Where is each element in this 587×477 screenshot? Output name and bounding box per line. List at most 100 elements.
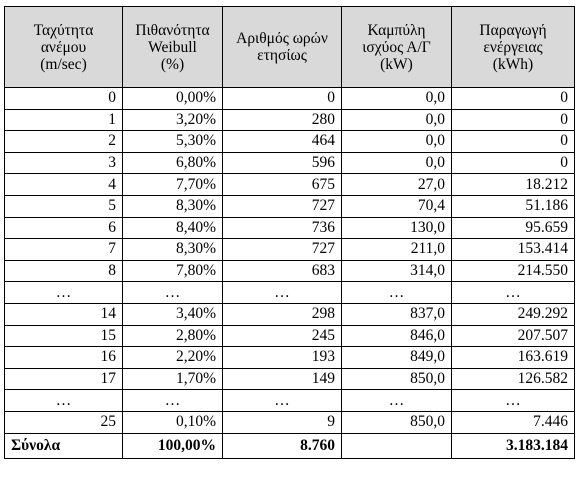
cell-wind-speed: 5 (4, 194, 123, 218)
cell-wind-speed: 4 (4, 173, 123, 196)
header-annual-hours: Αριθμός ωρών ετησίως (222, 6, 342, 88)
cell-probability: 8,40% (122, 216, 223, 240)
wind-energy-table: Ταχύτητα ανέμου (m/sec) Πιθανότητα Weibu… (4, 6, 575, 459)
cell-wind-speed: 1 (4, 108, 123, 132)
cell-probability: 8,30% (122, 194, 223, 218)
cell-hours: … (222, 281, 342, 304)
cell-power: 130,0 (341, 216, 452, 240)
cell-wind-speed: 3 (4, 151, 123, 175)
table-row: 14 3,40% 298 837,0 249.292 (4, 302, 575, 326)
cell-power: 70,4 (341, 194, 452, 218)
table-body: 0 0,00% 0 0,0 0 1 3,20% 280 0,0 0 2 5,30% 464 0,0 0 3 6,… (4, 87, 575, 434)
cell-wind-speed: 7 (4, 238, 123, 261)
cell-power: 211,0 (341, 238, 452, 261)
header-energy-production: Παραγωγή ενέργειας (kWh) (451, 6, 575, 88)
cell-hours: 149 (222, 367, 342, 391)
cell-wind-speed: 15 (4, 324, 123, 348)
cell-energy: 126.582 (451, 367, 575, 391)
cell-hours: 280 (222, 108, 342, 132)
cell-power: 0,0 (341, 87, 452, 110)
cell-power: 0,0 (341, 130, 452, 153)
totals-label: Σύνολα (4, 432, 123, 459)
table-row: …………… (4, 389, 575, 412)
header-wind-speed: Ταχύτητα ανέμου (m/sec) (4, 6, 123, 88)
cell-power: 0,0 (341, 151, 452, 175)
cell-energy: … (451, 389, 575, 412)
cell-wind-speed: 2 (4, 130, 123, 153)
cell-energy: 163.619 (451, 346, 575, 369)
table-row: 3 6,80% 596 0,0 0 (4, 151, 575, 175)
cell-wind-speed: 25 (4, 410, 123, 434)
cell-hours: 9 (222, 410, 342, 434)
cell-energy: 7.446 (451, 410, 575, 434)
header-weibull-probability: Πιθανότητα Weibull (%) (122, 6, 223, 88)
cell-hours: 298 (222, 302, 342, 326)
table-row: 2 5,30% 464 0,0 0 (4, 130, 575, 153)
table-row: 15 2,80% 245 846,0 207.507 (4, 324, 575, 348)
table-row: 7 8,30% 727 211,0 153.414 (4, 238, 575, 261)
cell-power: 0,0 (341, 108, 452, 132)
table-row: 4 7,70% 675 27,0 18.212 (4, 173, 575, 196)
cell-hours: 245 (222, 324, 342, 348)
table-row: 5 8,30% 727 70,4 51.186 (4, 194, 575, 218)
cell-energy: … (451, 281, 575, 304)
cell-wind-speed: 17 (4, 367, 123, 391)
cell-hours: 683 (222, 259, 342, 283)
totals-power (341, 432, 452, 459)
cell-power: 846,0 (341, 324, 452, 348)
cell-power: 850,0 (341, 367, 452, 391)
cell-energy: 0 (451, 108, 575, 132)
cell-probability: … (122, 281, 223, 304)
cell-hours: 727 (222, 194, 342, 218)
cell-probability: 0,00% (122, 87, 223, 110)
cell-hours: 675 (222, 173, 342, 196)
cell-energy: 207.507 (451, 324, 575, 348)
cell-probability: 3,20% (122, 108, 223, 132)
cell-probability: 6,80% (122, 151, 223, 175)
cell-probability: 1,70% (122, 367, 223, 391)
cell-energy: 18.212 (451, 173, 575, 196)
totals-hours: 8.760 (222, 432, 342, 459)
table-row: …………… (4, 281, 575, 304)
cell-energy: 214.550 (451, 259, 575, 283)
cell-probability: 3,40% (122, 302, 223, 326)
cell-energy: 153.414 (451, 238, 575, 261)
table-row: 16 2,20% 193 849,0 163.619 (4, 346, 575, 369)
cell-probability: … (122, 389, 223, 412)
cell-probability: 7,80% (122, 259, 223, 283)
table-row: 1 3,20% 280 0,0 0 (4, 108, 575, 132)
totals-row: Σύνολα 100,00% 8.760 3.183.184 (4, 432, 575, 459)
cell-energy: 249.292 (451, 302, 575, 326)
cell-power: … (341, 389, 452, 412)
cell-wind-speed: … (4, 389, 123, 412)
cell-power: 837,0 (341, 302, 452, 326)
cell-wind-speed: 6 (4, 216, 123, 240)
table-row: 6 8,40% 736 130,0 95.659 (4, 216, 575, 240)
table-row: 25 0,10% 9 850,0 7.446 (4, 410, 575, 434)
cell-probability: 5,30% (122, 130, 223, 153)
cell-probability: 0,10% (122, 410, 223, 434)
cell-wind-speed: 0 (4, 87, 123, 110)
cell-hours: 727 (222, 238, 342, 261)
cell-hours: 596 (222, 151, 342, 175)
cell-energy: 51.186 (451, 194, 575, 218)
header-row: Ταχύτητα ανέμου (m/sec) Πιθανότητα Weibu… (4, 6, 575, 88)
totals-probability: 100,00% (122, 432, 223, 459)
cell-hours: 0 (222, 87, 342, 110)
cell-energy: 0 (451, 87, 575, 110)
cell-wind-speed: 8 (4, 259, 123, 283)
cell-power: … (341, 281, 452, 304)
cell-hours: 464 (222, 130, 342, 153)
cell-wind-speed: … (4, 281, 123, 304)
table-row: 8 7,80% 683 314,0 214.550 (4, 259, 575, 283)
header-power-curve: Καμπύλη ισχύος Α/Γ (kW) (341, 6, 452, 88)
table-row: 0 0,00% 0 0,0 0 (4, 87, 575, 110)
cell-wind-speed: 14 (4, 302, 123, 326)
cell-energy: 0 (451, 130, 575, 153)
cell-power: 850,0 (341, 410, 452, 434)
cell-power: 849,0 (341, 346, 452, 369)
cell-hours: … (222, 389, 342, 412)
cell-probability: 2,20% (122, 346, 223, 369)
cell-probability: 8,30% (122, 238, 223, 261)
totals-energy: 3.183.184 (451, 432, 575, 459)
